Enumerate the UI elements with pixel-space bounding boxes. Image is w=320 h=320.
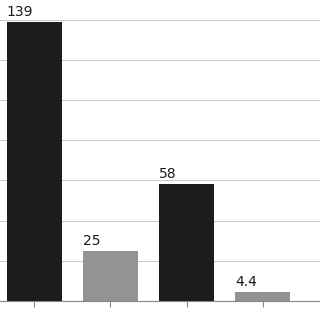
Text: 25: 25 [83, 234, 100, 248]
Text: 4.4: 4.4 [236, 275, 257, 289]
Bar [236, 292, 290, 301]
Bar [7, 22, 62, 301]
Bar [83, 251, 138, 301]
Bar [159, 185, 214, 301]
Text: 58: 58 [159, 167, 177, 181]
Text: 139: 139 [7, 5, 33, 19]
